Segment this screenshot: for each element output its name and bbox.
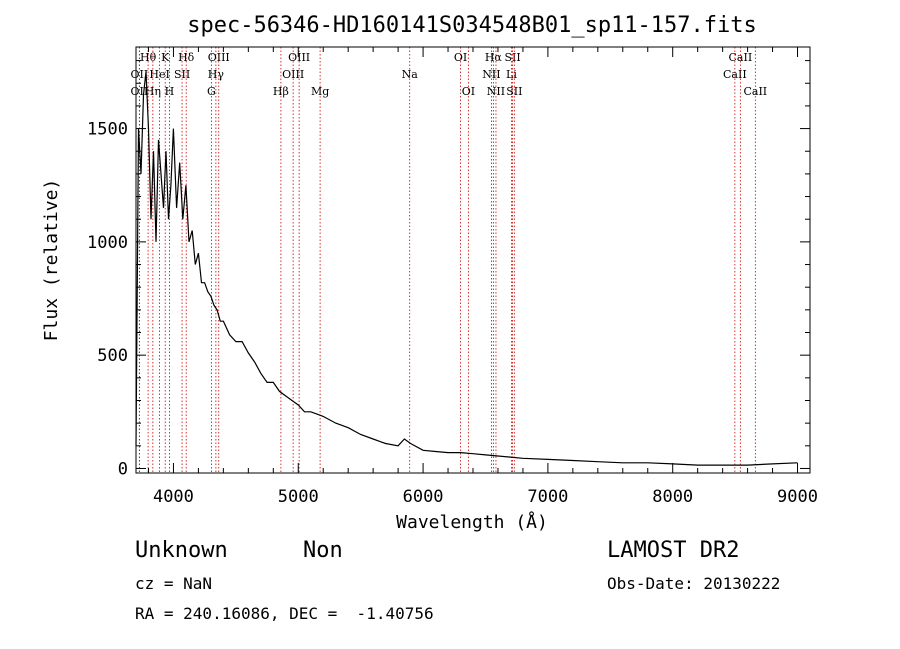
x-tick-label-5: 9000 [777, 487, 818, 507]
marker-label-9: OIII [208, 51, 230, 64]
object-subclass: Non [303, 538, 343, 563]
marker-label-22: Li [506, 68, 517, 81]
marker-label-7: Hδ [178, 51, 195, 64]
marker-label-8: SII [174, 68, 190, 81]
marker-label-23: NII [487, 85, 505, 98]
y-axis-label: Flux (relative) [41, 179, 62, 342]
x-tick-label-2: 6000 [403, 487, 444, 507]
marker-label-21: NII [482, 68, 500, 81]
marker-label-26: CaII [723, 68, 747, 81]
x-tick-label-3: 7000 [527, 487, 568, 507]
marker-label-11: G [207, 85, 216, 98]
marker-label-27: CaII [743, 85, 767, 98]
marker-label-0: Hθ [140, 51, 157, 64]
object-class: Unknown [135, 538, 228, 563]
marker-label-12: OIII [288, 51, 310, 64]
x-tick-label-1: 5000 [278, 487, 319, 507]
observation-date: Obs-Date: 20130222 [607, 574, 781, 593]
marker-label-10: Hγ [208, 68, 225, 81]
marker-label-17: OI [454, 51, 467, 64]
y-tick-label-3: 1500 [87, 120, 128, 140]
x-tick-label-4: 8000 [652, 487, 693, 507]
marker-label-5: Hη [145, 85, 161, 98]
x-axis-label: Wavelength (Å) [396, 511, 548, 533]
marker-label-1: OII [131, 68, 149, 81]
marker-label-24: SII [506, 85, 522, 98]
marker-label-15: Mg [311, 85, 329, 98]
marker-label-13: OIII [282, 68, 304, 81]
x-tick-label-0: 4000 [153, 487, 194, 507]
y-tick-label-0: 0 [118, 459, 128, 479]
marker-label-18: OI [462, 85, 475, 98]
marker-label-20: SII [504, 51, 520, 64]
coordinates: RA = 240.16086, DEC = -1.40756 [135, 604, 434, 623]
plot-frame [135, 46, 811, 474]
marker-label-3: K [161, 51, 170, 64]
chart-title: spec-56346-HD160141S034548B01_sp11-157.f… [187, 13, 757, 38]
marker-label-25: CaII [729, 51, 753, 64]
y-axis-ticks: 0 500 1000 1500 [87, 60, 810, 479]
marker-label-16: Na [402, 68, 419, 81]
marker-label-6: H [165, 85, 175, 98]
spectrum-line [135, 71, 798, 466]
y-tick-label-1: 500 [97, 346, 128, 366]
marker-label-4: HeI [149, 68, 169, 81]
redshift-cz: cz = NaN [135, 574, 213, 593]
survey-name: LAMOST DR2 [607, 538, 740, 563]
marker-label-14: Hβ [273, 85, 289, 98]
marker-label-19: Hα [485, 51, 503, 64]
y-tick-label-2: 1000 [87, 233, 128, 253]
x-axis-ticks: 4000 5000 6000 7000 8000 9000 [147, 47, 818, 507]
